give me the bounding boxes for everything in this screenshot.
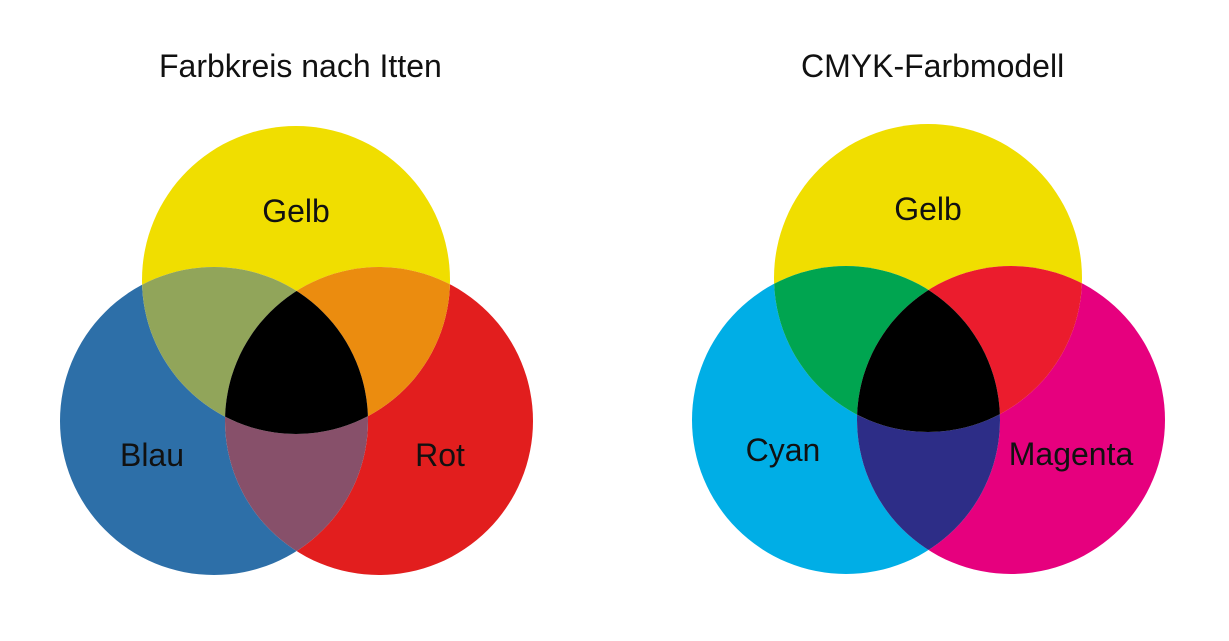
svg-text:Gelb: Gelb (894, 191, 962, 227)
svg-text:Rot: Rot (415, 437, 465, 473)
svg-text:Magenta: Magenta (1009, 436, 1134, 472)
svg-text:Blau: Blau (120, 437, 184, 473)
svg-text:Cyan: Cyan (746, 432, 821, 468)
svg-text:Gelb: Gelb (262, 193, 330, 229)
